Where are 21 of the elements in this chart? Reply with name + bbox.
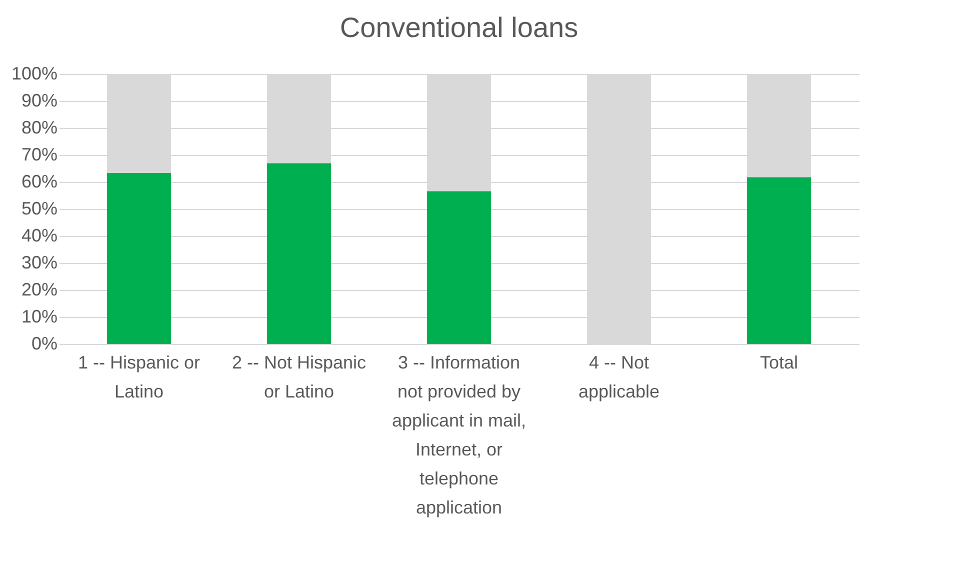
y-tick-label: 50% [21,198,58,218]
x-tick-label: 1 -- Hispanic or Latino [78,352,200,402]
x-tick-label: 4 -- Not applicable [578,352,660,402]
y-tick-label: 10% [21,306,58,326]
x-tick-label: Total [760,352,798,372]
y-tick-label: 90% [21,90,58,110]
bar [427,191,491,344]
y-tick-label: 0% [31,334,58,354]
y-tick-label: 30% [21,252,58,272]
y-tick-label: 80% [21,118,58,138]
bar [267,163,331,344]
y-tick-label: 20% [21,280,58,300]
y-tick-label: 60% [21,172,58,192]
y-tick-label: 40% [21,226,58,246]
x-tick-label: 2 -- Not Hispanic or Latino [232,352,366,402]
bar [107,172,171,344]
y-tick-label: 70% [21,144,58,164]
y-tick-label: 100% [11,64,58,84]
chart-title: Conventional loans [340,12,578,43]
x-tick-label: 3 -- Information not provided by applicant in mail, Internet, or telephone application [392,352,526,518]
bar [747,177,811,344]
